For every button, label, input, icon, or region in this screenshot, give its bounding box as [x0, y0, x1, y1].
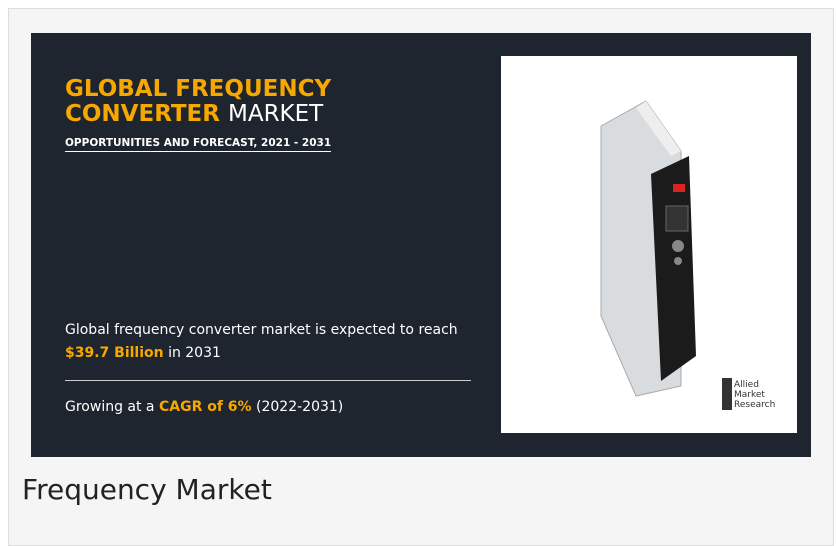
logo-text: Allied — [734, 380, 759, 390]
display — [666, 206, 688, 231]
stat-text: in 2031 — [168, 345, 221, 361]
title-rest: MARKET — [228, 101, 323, 127]
button — [674, 257, 682, 265]
infographic-panel: GLOBAL FREQUENCY CONVERTER MARKET OPPORT… — [31, 33, 811, 457]
stat: Global frequency converter market is exp… — [65, 319, 465, 365]
stat-highlight: CAGR of 6% — [159, 399, 252, 415]
logo-text: Research — [734, 400, 775, 410]
logo-mark — [722, 378, 732, 410]
stat-text: Global frequency converter market is exp… — [65, 322, 458, 338]
button — [672, 240, 684, 252]
title-highlight: CONVERTER — [65, 101, 220, 127]
product-image: Allied Market Research — [501, 56, 797, 433]
divider — [65, 380, 471, 381]
caption: Frequency Market — [22, 473, 272, 506]
subtitle: OPPORTUNITIES AND FORECAST, 2021 - 2031 — [65, 137, 331, 152]
logo-text: Market — [734, 390, 765, 400]
stat-highlight: $39.7 Billion — [65, 345, 164, 361]
page: GLOBAL FREQUENCY CONVERTER MARKET OPPORT… — [8, 8, 834, 546]
device-drawing: Allied Market Research — [501, 56, 797, 433]
title-line: GLOBAL FREQUENCY — [65, 76, 331, 102]
stat-text: (2022-2031) — [256, 399, 343, 415]
stat: Growing at a CAGR of 6% (2022-2031) — [65, 396, 465, 419]
led — [673, 184, 685, 192]
stat-text: Growing at a — [65, 399, 155, 415]
title: GLOBAL FREQUENCY CONVERTER MARKET — [65, 77, 331, 127]
